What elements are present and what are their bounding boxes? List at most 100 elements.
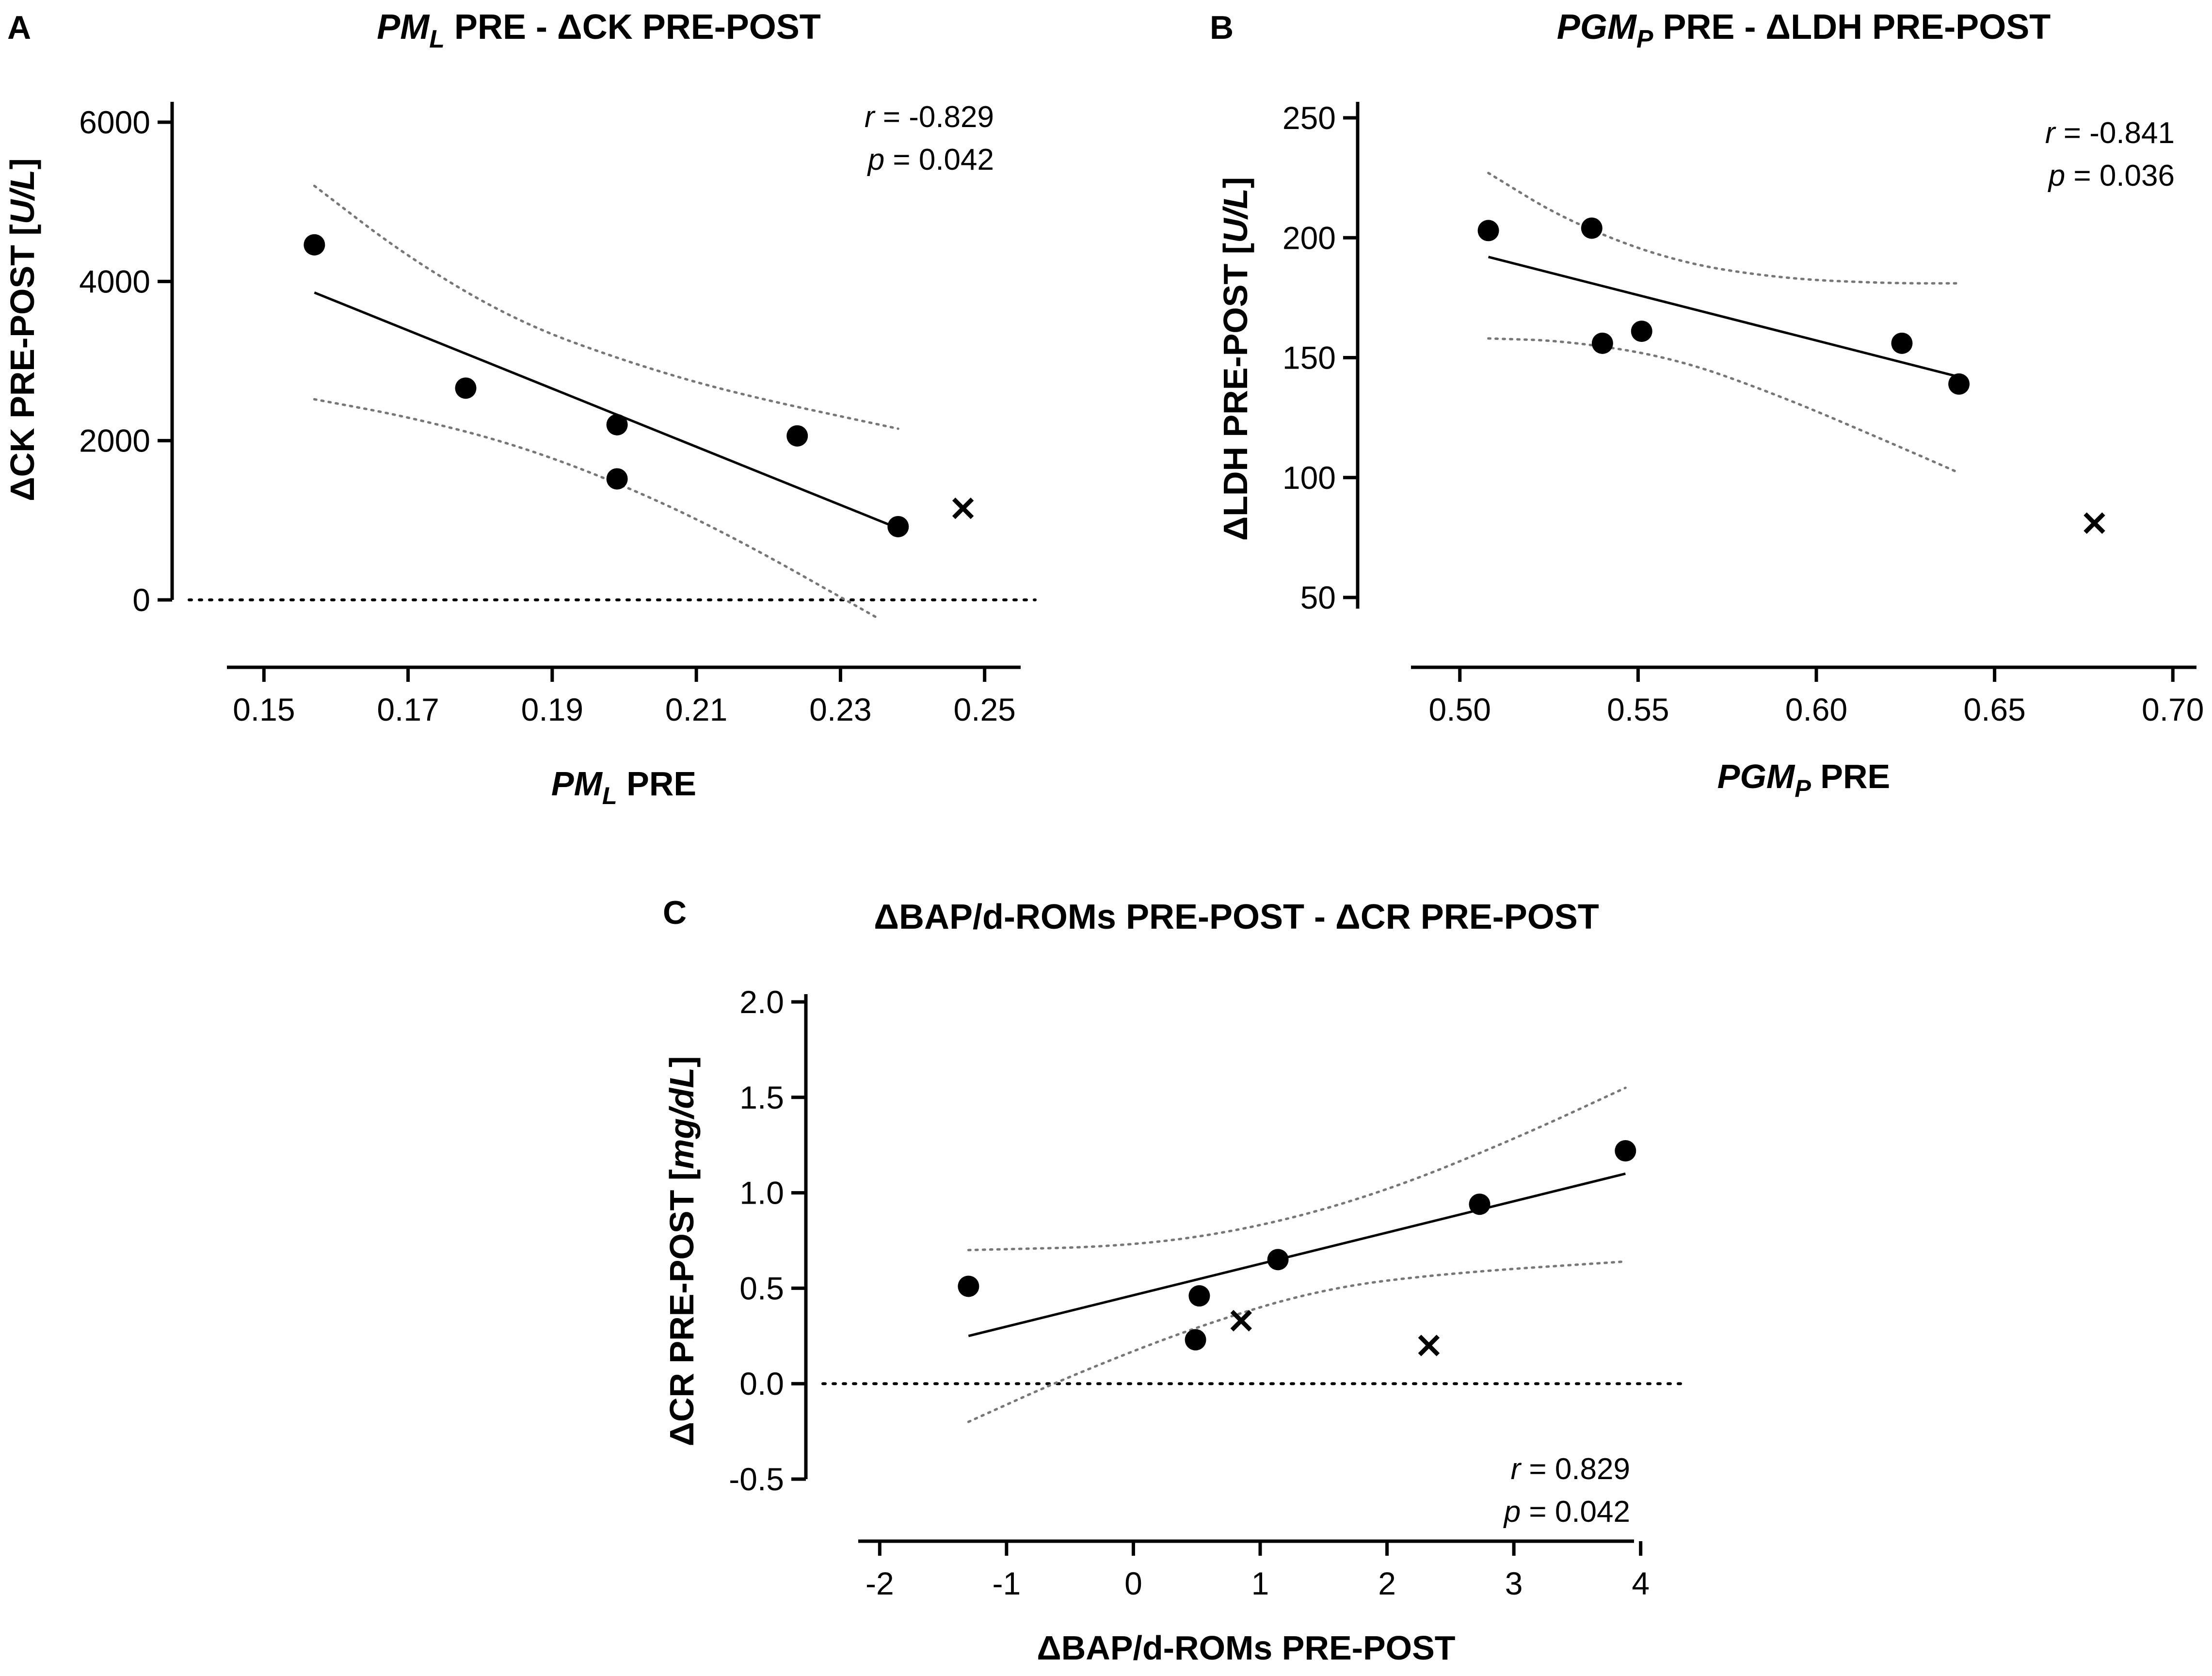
r-number: = -0.829 (875, 100, 994, 134)
p-value: p = 0.042 (1503, 1495, 1630, 1529)
y-tick-label: 0.5 (739, 1270, 784, 1306)
x-axis-title-part: L (602, 782, 617, 809)
ci-lower-band (967, 1260, 1627, 1423)
excluded-point-stroke (952, 498, 974, 519)
data-point (606, 468, 628, 490)
x-axis-title-part: PM (551, 765, 603, 803)
excluded-point-marker (1230, 1310, 1252, 1332)
chart-title: PML PRE - ΔCK PRE-POST (377, 8, 821, 53)
y-axis-title: ΔLDH PRE-POST [U/L] (1217, 177, 1254, 541)
regression-line (968, 1172, 1626, 1338)
data-point (304, 234, 325, 256)
x-axis-title: PGMP PRE (1717, 757, 1890, 802)
x-axis-title: PML PRE (551, 765, 696, 809)
regression-line (1488, 256, 1959, 378)
x-tick-label: 0 (1124, 1565, 1142, 1601)
regression-line (314, 291, 899, 530)
x-tick-label: 0.19 (521, 692, 583, 727)
data-point (887, 516, 909, 537)
data-point (1469, 1193, 1491, 1215)
x-tick-label: -2 (866, 1565, 894, 1601)
ci-upper-band (313, 184, 899, 430)
data-point (1891, 332, 1913, 354)
r-label: r (865, 100, 876, 134)
data-point (958, 1275, 979, 1297)
y-axis-title: ΔCK PRE-POST [U/L] (3, 158, 41, 501)
p-label: p (867, 143, 884, 177)
y-axis-title-part: U/L (1217, 188, 1254, 243)
ci-upper-band (967, 1086, 1627, 1252)
chart-title-part: PRE - ΔCK PRE-POST (445, 8, 821, 47)
p-label: p (1503, 1495, 1521, 1529)
x-tick-label: 0.55 (1607, 692, 1669, 727)
p-number: = 0.042 (884, 143, 994, 177)
x-tick-label: 0.21 (665, 692, 727, 727)
data-point (1267, 1249, 1289, 1271)
r-label: r (2045, 116, 2056, 150)
panel-letter: C (663, 894, 687, 931)
y-axis-title-part: U/L (3, 170, 41, 225)
y-axis-title-part: ΔLDH PRE-POST [ (1217, 243, 1254, 541)
excluded-point-marker (952, 498, 974, 519)
data-point (606, 414, 628, 435)
y-tick-label: 50 (1300, 580, 1336, 615)
chart-title-part: PRE - ΔLDH PRE-POST (1653, 8, 2051, 47)
x-tick-label: 1 (1251, 1565, 1269, 1601)
x-tick-label: -1 (993, 1565, 1021, 1601)
x-tick-label: 0.50 (1429, 692, 1491, 727)
y-tick-label: 6000 (79, 104, 150, 140)
p-number: = 0.036 (2065, 159, 2175, 193)
x-tick-label: 2 (1378, 1565, 1396, 1601)
excluded-point-marker (1418, 1335, 1440, 1356)
x-axis-title-part: P (1795, 774, 1811, 802)
r-number: = -0.841 (2055, 116, 2175, 150)
data-point (1948, 373, 1970, 395)
p-value: p = 0.042 (867, 143, 994, 177)
r-number: = 0.829 (1521, 1452, 1630, 1486)
x-tick-label: 0.60 (1785, 692, 1847, 727)
data-point (1615, 1140, 1636, 1162)
r-value: r = -0.829 (865, 100, 994, 134)
x-tick-label: 0.23 (809, 692, 871, 727)
x-axis-title-part: ΔBAP/d-ROMs PRE-POST (1037, 1629, 1455, 1667)
x-tick-label: 0.15 (233, 692, 295, 727)
excluded-point-marker (2084, 512, 2105, 534)
y-tick-label: 4000 (79, 263, 150, 299)
excluded-point-stroke (1230, 1310, 1252, 1332)
r-value: r = -0.841 (2045, 116, 2175, 150)
chart-title: PGMP PRE - ΔLDH PRE-POST (1557, 8, 2051, 53)
y-tick-label: 0 (132, 582, 150, 618)
chart-title: ΔBAP/d-ROMs PRE-POST - ΔCR PRE-POST (874, 898, 1599, 936)
x-axis-title-part: PRE (617, 765, 696, 803)
data-point (1188, 1285, 1210, 1307)
panel-letter: B (1210, 9, 1234, 46)
p-number: = 0.042 (1521, 1495, 1630, 1529)
ci-lower-band (1487, 337, 1960, 474)
y-tick-label: 1.5 (739, 1080, 784, 1115)
panel-a: A PML PRE - ΔCK PRE-POST02000400060000.15… (3, 8, 1037, 809)
y-tick-label: 0.0 (739, 1366, 784, 1402)
data-point (1581, 217, 1603, 239)
y-tick-label: -0.5 (729, 1461, 784, 1497)
x-tick-label: 0.70 (2142, 692, 2204, 727)
x-tick-label: 4 (1632, 1565, 1650, 1601)
y-axis-title-part: ΔCR PRE-POST [ (663, 1169, 701, 1446)
chart-title-part: PM (377, 8, 430, 47)
chart-title-part: PGM (1557, 8, 1637, 47)
excluded-point-stroke (2084, 512, 2105, 534)
r-label: r (1511, 1452, 1522, 1486)
data-point (1591, 332, 1613, 354)
r-value: r = 0.829 (1511, 1452, 1630, 1486)
data-point (455, 377, 477, 399)
x-tick-label: 3 (1505, 1565, 1523, 1601)
data-point (1631, 321, 1652, 342)
y-axis-title: ΔCR PRE-POST [mg/dL] (663, 1056, 701, 1447)
y-tick-label: 100 (1282, 460, 1336, 496)
x-axis-title-part: PRE (1811, 757, 1890, 795)
x-axis-title-part: PGM (1717, 757, 1795, 795)
x-axis-title: ΔBAP/d-ROMs PRE-POST (1037, 1629, 1455, 1667)
data-point (1185, 1329, 1206, 1351)
x-tick-label: 0.25 (953, 692, 1015, 727)
y-tick-label: 2.0 (739, 984, 784, 1020)
chart-title-part: ΔBAP/d-ROMs PRE-POST - ΔCR PRE-POST (874, 898, 1599, 936)
